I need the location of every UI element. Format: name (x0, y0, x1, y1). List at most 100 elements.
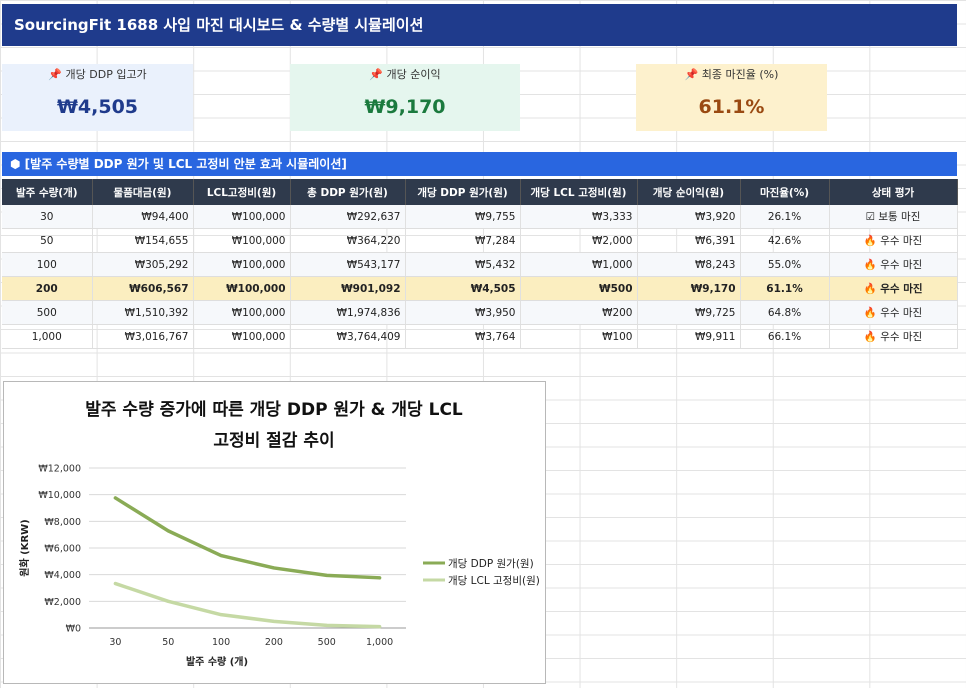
y-tick-label: ₩2,000 (44, 597, 81, 608)
status-cell[interactable]: 🔥 우수 마진 (829, 324, 958, 349)
table-row-highlighted[interactable]: 200 ₩606,567 ₩100,000 ₩901,092 ₩4,505 ₩5… (2, 276, 958, 301)
data-point[interactable] (113, 582, 117, 586)
data-point[interactable] (113, 496, 117, 500)
legend-label-ddp: 개당 DDP 원가(원) (448, 558, 534, 570)
table-row[interactable]: 100 ₩305,292 ₩100,000 ₩543,177 ₩5,432 ₩1… (2, 252, 958, 277)
table-cell[interactable]: 42.6% (740, 228, 830, 253)
table-cell[interactable]: ₩100,000 (193, 252, 291, 277)
table-cell[interactable]: ₩3,950 (405, 300, 521, 325)
table-cell[interactable]: 500 (2, 300, 93, 325)
table-cell[interactable]: ₩3,920 (637, 205, 741, 229)
status-cell[interactable]: 🔥 우수 마진 (829, 276, 958, 301)
table-cell[interactable]: ₩3,016,767 (92, 324, 194, 349)
table-cell[interactable]: ₩6,391 (637, 228, 741, 253)
legend-label-lcl: 개당 LCL 고정비(원) (448, 575, 540, 587)
table-cell[interactable]: ₩200 (520, 300, 638, 325)
column-header: 마진율(%) (740, 179, 830, 205)
data-point[interactable] (378, 625, 382, 629)
y-tick-label: ₩0 (66, 624, 81, 635)
chart-title-line-1: 발주 수량 증가에 따른 개당 DDP 원가 & 개당 LCL (85, 400, 463, 420)
y-tick-label: ₩10,000 (38, 490, 81, 501)
table-cell[interactable]: ₩100,000 (193, 324, 291, 349)
table-cell[interactable]: ₩8,243 (637, 252, 741, 277)
status-cell[interactable]: 🔥 우수 마진 (829, 228, 958, 253)
table-cell[interactable]: ₩543,177 (290, 252, 406, 277)
y-tick-label: ₩12,000 (38, 464, 81, 475)
table-cell[interactable]: 100 (2, 252, 93, 277)
table-cell[interactable]: ₩100 (520, 324, 638, 349)
chart-canvas: 발주 수량 증가에 따른 개당 DDP 원가 & 개당 LCL 고정비 절감 추… (18, 400, 540, 668)
column-header: 총 DDP 원가(원) (290, 179, 406, 205)
table-cell[interactable]: ₩1,000 (520, 252, 638, 277)
pin-icon: 📌 (369, 68, 384, 81)
data-point[interactable] (219, 613, 223, 617)
x-tick-label: 50 (162, 637, 174, 648)
table-cell[interactable]: ₩9,911 (637, 324, 741, 349)
data-point[interactable] (166, 529, 170, 533)
table-cell[interactable]: ₩305,292 (92, 252, 194, 277)
table-cell[interactable]: ₩5,432 (405, 252, 521, 277)
table-cell[interactable]: ₩4,505 (405, 276, 521, 301)
status-cell[interactable]: 🔥 우수 마진 (829, 252, 958, 277)
status-cell[interactable]: 🔥 우수 마진 (829, 300, 958, 325)
table-cell[interactable]: ₩9,725 (637, 300, 741, 325)
table-cell[interactable]: ₩9,170 (637, 276, 741, 301)
table-cell[interactable]: ₩901,092 (290, 276, 406, 301)
x-tick-label: 200 (265, 637, 283, 648)
cost-trend-chart[interactable]: 발주 수량 증가에 따른 개당 DDP 원가 & 개당 LCL 고정비 절감 추… (3, 381, 546, 684)
y-tick-label: ₩4,000 (44, 570, 81, 581)
table-cell[interactable]: ₩3,764 (405, 324, 521, 349)
table-cell[interactable]: ₩100,000 (193, 205, 291, 229)
column-header: 발주 수량(개) (2, 179, 93, 205)
table-cell[interactable]: 61.1% (740, 276, 830, 301)
series-line-ddp-cost[interactable] (113, 496, 382, 580)
data-point[interactable] (166, 599, 170, 603)
kpi-label: 📌 개당 DDP 입고가 (48, 68, 147, 81)
table-cell[interactable]: ₩3,333 (520, 205, 638, 229)
simulation-table: 발주 수량(개) 물품대금(원) LCL고정비(원) 총 DDP 원가(원) 개… (2, 179, 958, 349)
table-row[interactable]: 30 ₩94,400 ₩100,000 ₩292,637 ₩9,755 ₩3,3… (2, 205, 958, 229)
table-row[interactable]: 50 ₩154,655 ₩100,000 ₩364,220 ₩7,284 ₩2,… (2, 228, 958, 253)
table-cell[interactable]: ₩100,000 (193, 276, 291, 301)
x-axis-label: 발주 수량 (개) (186, 655, 248, 668)
table-cell[interactable]: ₩606,567 (92, 276, 194, 301)
kpi-value: ₩9,170 (364, 96, 446, 118)
chart-legend: 개당 DDP 원가(원) 개당 LCL 고정비(원) (423, 558, 540, 587)
data-point[interactable] (272, 566, 276, 570)
dashboard-title: SourcingFit 1688 사입 마진 대시보드 & 수량별 시뮬레이션 (2, 4, 957, 46)
table-cell[interactable]: ₩292,637 (290, 205, 406, 229)
table-cell[interactable]: ₩7,284 (405, 228, 521, 253)
table-cell[interactable]: ₩100,000 (193, 228, 291, 253)
data-point[interactable] (325, 573, 329, 577)
table-cell[interactable]: 30 (2, 205, 93, 229)
data-point[interactable] (325, 623, 329, 627)
table-cell[interactable]: ₩500 (520, 276, 638, 301)
table-cell[interactable]: ₩94,400 (92, 205, 194, 229)
table-row[interactable]: 1,000 ₩3,016,767 ₩100,000 ₩3,764,409 ₩3,… (2, 324, 958, 349)
table-cell[interactable]: ₩154,655 (92, 228, 194, 253)
table-cell[interactable]: 1,000 (2, 324, 93, 349)
data-point[interactable] (272, 619, 276, 623)
data-point[interactable] (219, 554, 223, 558)
table-cell[interactable]: ₩3,764,409 (290, 324, 406, 349)
y-axis-label: 원화 (KRW) (18, 519, 31, 577)
x-axis-ticks: 30 50 100 200 500 1,000 (109, 637, 393, 648)
table-row[interactable]: 500 ₩1,510,392 ₩100,000 ₩1,974,836 ₩3,95… (2, 300, 958, 325)
table-cell[interactable]: 50 (2, 228, 93, 253)
table-cell[interactable]: 55.0% (740, 252, 830, 277)
status-cell[interactable]: ☑ 보통 마진 (829, 205, 958, 229)
chart-gridlines (89, 467, 406, 629)
table-cell[interactable]: 64.8% (740, 300, 830, 325)
column-header: 물품대금(원) (92, 179, 194, 205)
table-cell[interactable]: ₩100,000 (193, 300, 291, 325)
table-cell[interactable]: 200 (2, 276, 93, 301)
table-cell[interactable]: ₩364,220 (290, 228, 406, 253)
data-point[interactable] (378, 576, 382, 580)
series-line-lcl-cost[interactable] (113, 581, 382, 629)
table-cell[interactable]: 26.1% (740, 205, 830, 229)
table-cell[interactable]: ₩2,000 (520, 228, 638, 253)
table-cell[interactable]: ₩1,510,392 (92, 300, 194, 325)
table-cell[interactable]: ₩9,755 (405, 205, 521, 229)
table-cell[interactable]: ₩1,974,836 (290, 300, 406, 325)
table-cell[interactable]: 66.1% (740, 324, 830, 349)
